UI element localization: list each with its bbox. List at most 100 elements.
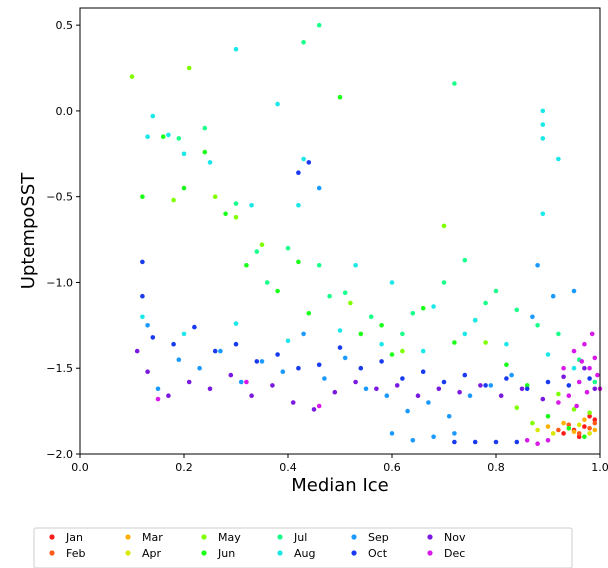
data-point-aug-26 bbox=[462, 331, 468, 337]
data-point-sep-0 bbox=[145, 323, 150, 328]
data-point-mar-2 bbox=[571, 429, 577, 435]
data-point-jun-19 bbox=[296, 259, 301, 265]
data-point-dec-18 bbox=[595, 372, 600, 378]
data-point-dec-16 bbox=[584, 389, 590, 395]
data-point-oct-22 bbox=[524, 386, 530, 392]
data-point-oct-12 bbox=[316, 362, 322, 368]
data-point-sep-27 bbox=[535, 263, 540, 268]
data-point-nov-7 bbox=[270, 383, 275, 388]
legend-label-jul: Jul bbox=[293, 531, 307, 544]
legend-marker-oct bbox=[351, 550, 357, 556]
data-point-feb-0 bbox=[556, 427, 561, 433]
data-point-oct-21 bbox=[504, 376, 509, 381]
data-point-oct-20 bbox=[483, 383, 488, 388]
legend-marker-aug bbox=[277, 550, 283, 556]
data-point-jun-16 bbox=[545, 414, 551, 419]
legend-marker-jul bbox=[277, 534, 283, 540]
data-point-aug-29 bbox=[571, 365, 577, 371]
data-point-mar-0 bbox=[545, 424, 551, 429]
data-point-jun-9 bbox=[358, 331, 364, 337]
data-point-dec-5 bbox=[545, 438, 551, 443]
data-point-oct-26 bbox=[452, 439, 457, 445]
data-point-jun-17 bbox=[566, 426, 572, 431]
data-point-jun-8 bbox=[337, 94, 343, 100]
data-point-dec-0 bbox=[155, 396, 161, 402]
data-point-apr-3 bbox=[576, 422, 582, 428]
data-point-jun-4 bbox=[223, 211, 228, 217]
y-tick-label: 0.5 bbox=[56, 19, 74, 32]
data-point-jun-15 bbox=[524, 383, 530, 388]
data-point-aug-21 bbox=[233, 321, 239, 326]
data-point-feb-3 bbox=[587, 426, 592, 431]
data-point-aug-11 bbox=[389, 280, 395, 285]
data-point-jul-16 bbox=[535, 323, 540, 328]
data-point-nov-4 bbox=[207, 386, 213, 392]
data-point-dec-19 bbox=[579, 359, 585, 364]
data-point-nov-5 bbox=[228, 372, 234, 378]
data-point-may-13 bbox=[400, 348, 405, 354]
data-point-aug-19 bbox=[140, 314, 145, 320]
data-point-jul-8 bbox=[316, 263, 322, 268]
data-point-aug-8 bbox=[249, 203, 254, 208]
legend-marker-nov bbox=[427, 534, 433, 540]
legend-marker-apr bbox=[125, 550, 131, 556]
data-point-oct-11 bbox=[296, 170, 301, 175]
data-point-oct-8 bbox=[275, 352, 280, 357]
data-point-sep-11 bbox=[363, 386, 369, 392]
data-point-nov-21 bbox=[561, 374, 566, 380]
data-point-aug-24 bbox=[379, 341, 384, 347]
data-point-apr-0 bbox=[535, 427, 540, 433]
data-point-may-8 bbox=[514, 405, 520, 411]
data-point-nov-23 bbox=[592, 386, 598, 392]
data-point-sep-4 bbox=[218, 348, 223, 354]
data-point-jul-3 bbox=[176, 136, 182, 141]
data-point-sep-6 bbox=[259, 359, 265, 364]
data-point-jul-4 bbox=[202, 125, 208, 131]
data-point-jul-1 bbox=[301, 40, 306, 45]
data-point-feb-1 bbox=[566, 422, 572, 428]
data-point-mar-3 bbox=[582, 417, 587, 423]
data-point-jan-3 bbox=[592, 417, 598, 423]
data-point-oct-10 bbox=[306, 160, 312, 165]
data-point-may-10 bbox=[556, 391, 561, 397]
data-point-jan-4 bbox=[576, 434, 582, 440]
data-point-jan-2 bbox=[582, 424, 587, 429]
data-point-may-4 bbox=[212, 194, 218, 199]
data-point-may-1 bbox=[186, 65, 192, 71]
data-point-aug-10 bbox=[353, 263, 358, 268]
y-axis-title: UptempoSST bbox=[18, 172, 39, 290]
data-point-oct-15 bbox=[379, 359, 384, 364]
data-point-oct-28 bbox=[493, 439, 499, 445]
data-point-sep-7 bbox=[280, 369, 286, 375]
data-point-oct-3 bbox=[171, 341, 176, 347]
data-point-dec-1 bbox=[244, 379, 249, 385]
data-point-mar-1 bbox=[561, 420, 566, 426]
data-point-may-6 bbox=[348, 300, 353, 306]
data-point-sep-10 bbox=[342, 355, 348, 361]
x-tick-label: 0.8 bbox=[487, 461, 505, 474]
data-point-sep-5 bbox=[238, 379, 244, 385]
data-point-aug-3 bbox=[166, 132, 171, 138]
data-point-sep-12 bbox=[384, 393, 390, 399]
data-point-jun-7 bbox=[306, 311, 312, 316]
data-point-sep-8 bbox=[301, 331, 306, 337]
data-point-jun-14 bbox=[504, 362, 509, 368]
data-point-aug-1 bbox=[150, 113, 156, 119]
x-tick-label: 1.0 bbox=[591, 461, 608, 474]
x-tick-label: 0.6 bbox=[383, 461, 401, 474]
data-point-dec-6 bbox=[556, 400, 561, 405]
data-point-aug-27 bbox=[504, 341, 509, 347]
y-tick-label: −1.0 bbox=[46, 276, 73, 289]
data-point-may-14 bbox=[483, 340, 488, 345]
data-point-oct-5 bbox=[212, 348, 218, 354]
data-point-sep-14 bbox=[426, 400, 431, 405]
data-point-jul-9 bbox=[342, 290, 348, 296]
legend-label-oct: Oct bbox=[368, 547, 388, 560]
data-point-oct-25 bbox=[587, 376, 592, 381]
data-point-nov-9 bbox=[311, 407, 317, 412]
x-axis-title: Median Ice bbox=[291, 475, 388, 496]
data-point-nov-17 bbox=[478, 383, 483, 388]
data-point-dec-17 bbox=[589, 331, 595, 337]
data-point-nov-10 bbox=[332, 389, 338, 395]
data-point-sep-23 bbox=[410, 438, 416, 443]
